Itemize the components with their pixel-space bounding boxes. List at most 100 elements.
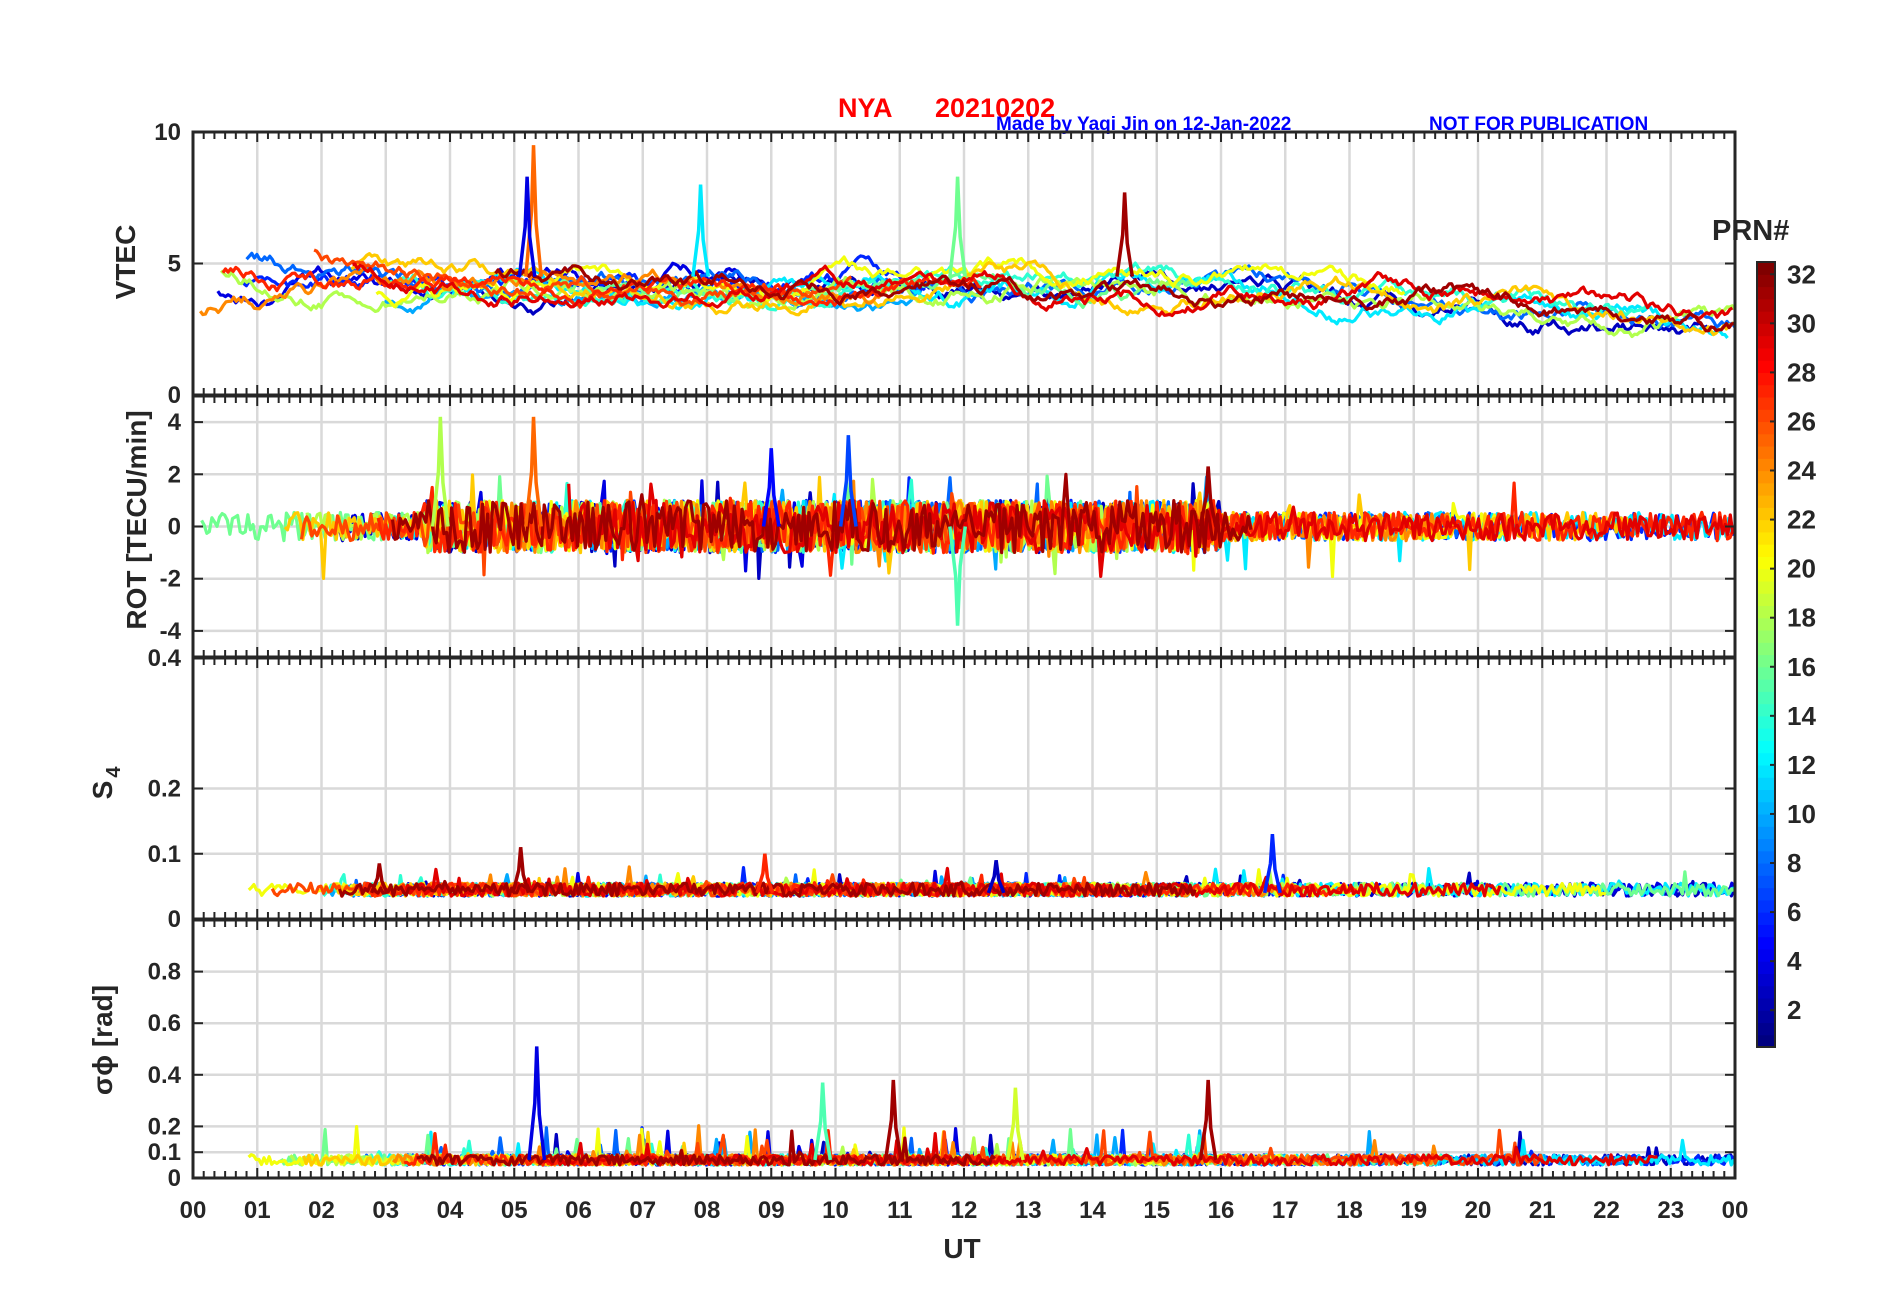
colorbar-segment <box>1757 605 1775 619</box>
sigma_phi-peak-2 <box>1005 1087 1025 1161</box>
x-tick-label: 07 <box>629 1197 656 1224</box>
s4-peak-2 <box>755 853 775 894</box>
colorbar-tick-label: 28 <box>1787 357 1816 387</box>
x-tick-label: 21 <box>1529 1197 1556 1224</box>
svg-text:S: S <box>87 781 118 800</box>
vtec-peak-2 <box>691 184 711 277</box>
colorbar-segment <box>1757 899 1775 913</box>
vtec-series-prn22 <box>350 252 1735 337</box>
colorbar-segment <box>1757 948 1775 962</box>
colorbar-segment <box>1757 360 1775 373</box>
x-tick-label: 16 <box>1208 1197 1235 1224</box>
colorbar-segment <box>1757 997 1775 1011</box>
colorbar-tick-label: 24 <box>1787 456 1816 486</box>
x-axis-ticks: 00 01 02 03 04 05 06 07 08 09 10 11 12 13 14 15 16 17 18 19… <box>180 1197 1749 1224</box>
colorbar-tick-label: 26 <box>1787 406 1816 436</box>
colorbar-segment <box>1757 764 1775 778</box>
colorbar-segment <box>1757 286 1775 300</box>
sigma_phi-ytick-label: 0.4 <box>148 1062 182 1089</box>
s4-series-prn31 <box>337 879 1197 898</box>
s4-series-prn29 <box>403 866 1502 898</box>
colorbar-tick-label: 8 <box>1787 848 1801 878</box>
colorbar-segment <box>1757 556 1775 570</box>
x-tick-label: 14 <box>1079 1197 1106 1224</box>
rot-ytick-label: 0 <box>168 514 181 541</box>
vtec-series-prn14 <box>388 261 1649 317</box>
sigma-phi-ylabel: σϕ [rad] <box>87 985 118 1095</box>
colorbar-tick-label: 6 <box>1787 897 1801 927</box>
colorbar-tick-label: 20 <box>1787 554 1816 584</box>
vtec-peak-4 <box>1115 192 1135 277</box>
rot-panel: -4 -2 0 2 4 <box>160 394 1737 659</box>
colorbar-segment <box>1757 863 1775 876</box>
rot-peak-4 <box>948 526 968 626</box>
colorbar-segment <box>1757 1010 1775 1024</box>
x-tick-label: 04 <box>437 1197 464 1224</box>
colorbar-segment <box>1757 801 1775 815</box>
colorbar-segment <box>1757 335 1775 349</box>
sigma_phi-grid <box>193 920 1735 1180</box>
colorbar-segment <box>1757 372 1775 386</box>
rot-ylabel: ROT [TECU/min] <box>121 410 152 629</box>
colorbar-segment <box>1757 1034 1775 1048</box>
s4-peak-0 <box>369 863 389 894</box>
x-tick-label: 00 <box>180 1197 207 1224</box>
colorbar-segment <box>1757 445 1775 459</box>
s4-ytick-label: 0 <box>168 906 181 933</box>
colorbar-segment <box>1757 298 1775 312</box>
colorbar-segment <box>1757 507 1775 521</box>
colorbar-segment <box>1757 262 1775 275</box>
colorbar-segment <box>1757 826 1775 840</box>
x-axis-label: UT <box>943 1233 980 1264</box>
sigma_phi-ytick-label: 0.6 <box>148 1010 181 1037</box>
s4-minor-ticks <box>192 658 1736 919</box>
vtec-ylabel: VTEC <box>110 225 141 300</box>
colorbar-segment <box>1757 580 1775 594</box>
colorbar-tick-label: 16 <box>1787 652 1816 682</box>
x-tick-label: 23 <box>1657 1197 1684 1224</box>
colorbar-segment <box>1757 875 1775 889</box>
date-label: 20210202 <box>935 93 1055 123</box>
x-tick-label: 20 <box>1465 1197 1492 1224</box>
x-tick-label: 01 <box>244 1197 271 1224</box>
vtec-series-prn16 <box>531 269 1202 309</box>
vtec-peak-1 <box>517 176 537 277</box>
colorbar-segment <box>1757 728 1775 741</box>
colorbar-segment <box>1757 912 1775 925</box>
colorbar-segment <box>1757 396 1775 410</box>
x-tick-label: 15 <box>1143 1197 1170 1224</box>
s4-peak-4 <box>1262 834 1282 894</box>
x-tick-label: 00 <box>1722 1197 1749 1224</box>
x-tick-label: 17 <box>1272 1197 1299 1224</box>
x-tick-label: 10 <box>822 1197 849 1224</box>
sigma_phi-ytick-label: 0.2 <box>148 1113 181 1140</box>
colorbar-segment <box>1757 629 1775 643</box>
x-tick-label: 09 <box>758 1197 785 1224</box>
colorbar-title: PRN# <box>1712 215 1789 247</box>
colorbar-segment <box>1757 961 1775 975</box>
rot-ytick-label: 4 <box>168 409 182 436</box>
x-tick-label: 05 <box>501 1197 528 1224</box>
colorbar-segment <box>1757 617 1775 631</box>
colorbar-segment <box>1757 531 1775 545</box>
colorbar-segment <box>1757 458 1775 472</box>
svg-text:4: 4 <box>103 766 125 778</box>
s4-peak-1 <box>511 847 531 894</box>
vtec-series-prn27 <box>221 265 982 309</box>
colorbar-segment <box>1757 568 1775 582</box>
colorbar-segment <box>1757 654 1775 668</box>
colorbar-segment <box>1757 691 1775 705</box>
rot-ytick-label: -2 <box>160 566 181 593</box>
s4-ylabel: S 4 <box>87 766 125 800</box>
sigma_phi-ytick-label: 0 <box>168 1165 181 1192</box>
s4-traces <box>247 834 1735 898</box>
rot-traces <box>200 416 1735 626</box>
colorbar-tick-label: 30 <box>1787 308 1816 338</box>
rot-peak-0 <box>430 416 450 527</box>
vtec-panel: 0 5 10 <box>154 119 1737 409</box>
s4-ytick-label: 0.4 <box>148 645 182 672</box>
s4-peak-3 <box>986 860 1006 894</box>
colorbar-segment <box>1757 789 1775 803</box>
colorbar-segment <box>1757 936 1775 950</box>
